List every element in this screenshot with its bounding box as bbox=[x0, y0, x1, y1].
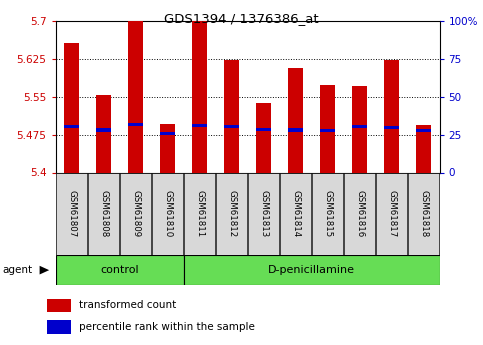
Text: GSM61811: GSM61811 bbox=[195, 190, 204, 237]
Bar bbox=[128, 21, 143, 172]
Bar bbox=[384, 60, 399, 172]
Bar bbox=[120, 172, 151, 255]
Bar bbox=[312, 172, 343, 255]
Bar bbox=[64, 125, 79, 128]
Bar bbox=[320, 129, 335, 132]
Bar bbox=[224, 60, 239, 172]
Text: transformed count: transformed count bbox=[79, 300, 176, 310]
Text: GSM61807: GSM61807 bbox=[67, 190, 76, 237]
Bar bbox=[47, 320, 71, 334]
Text: GSM61810: GSM61810 bbox=[163, 190, 172, 237]
Bar bbox=[184, 255, 440, 285]
Bar bbox=[416, 126, 431, 172]
Text: GSM61808: GSM61808 bbox=[99, 190, 108, 237]
Text: GSM61809: GSM61809 bbox=[131, 190, 140, 237]
Bar bbox=[224, 125, 239, 128]
Text: percentile rank within the sample: percentile rank within the sample bbox=[79, 322, 255, 332]
Text: GSM61815: GSM61815 bbox=[323, 190, 332, 237]
Bar bbox=[192, 124, 207, 127]
Bar bbox=[320, 85, 335, 172]
Text: GSM61818: GSM61818 bbox=[419, 190, 428, 237]
Text: GSM61812: GSM61812 bbox=[227, 190, 236, 237]
Text: GSM61816: GSM61816 bbox=[355, 190, 364, 237]
Text: GSM61814: GSM61814 bbox=[291, 190, 300, 237]
Bar bbox=[408, 172, 439, 255]
Bar bbox=[128, 123, 143, 126]
Bar bbox=[47, 299, 71, 312]
Text: agent: agent bbox=[2, 265, 32, 275]
Bar bbox=[248, 172, 279, 255]
Bar bbox=[160, 131, 175, 135]
Bar bbox=[376, 172, 407, 255]
Bar bbox=[256, 103, 271, 172]
Bar bbox=[96, 95, 111, 172]
Text: control: control bbox=[100, 265, 139, 275]
Bar bbox=[352, 87, 367, 172]
Bar bbox=[288, 68, 303, 172]
Bar bbox=[64, 43, 79, 172]
Bar bbox=[256, 128, 271, 131]
Bar bbox=[416, 129, 431, 132]
Text: GSM61813: GSM61813 bbox=[259, 190, 268, 237]
Bar bbox=[56, 255, 184, 285]
Bar bbox=[152, 172, 183, 255]
Bar bbox=[96, 128, 111, 131]
Bar bbox=[352, 126, 367, 128]
Bar bbox=[344, 172, 375, 255]
Text: GSM61817: GSM61817 bbox=[387, 190, 396, 237]
Text: D-penicillamine: D-penicillamine bbox=[268, 265, 355, 275]
Text: GDS1394 / 1376386_at: GDS1394 / 1376386_at bbox=[164, 12, 319, 25]
Bar bbox=[56, 172, 87, 255]
Bar bbox=[384, 126, 399, 129]
Bar bbox=[192, 21, 207, 172]
Bar bbox=[280, 172, 311, 255]
Bar bbox=[288, 128, 303, 131]
Bar bbox=[160, 125, 175, 172]
Bar bbox=[88, 172, 119, 255]
Bar bbox=[184, 172, 215, 255]
Bar bbox=[216, 172, 247, 255]
